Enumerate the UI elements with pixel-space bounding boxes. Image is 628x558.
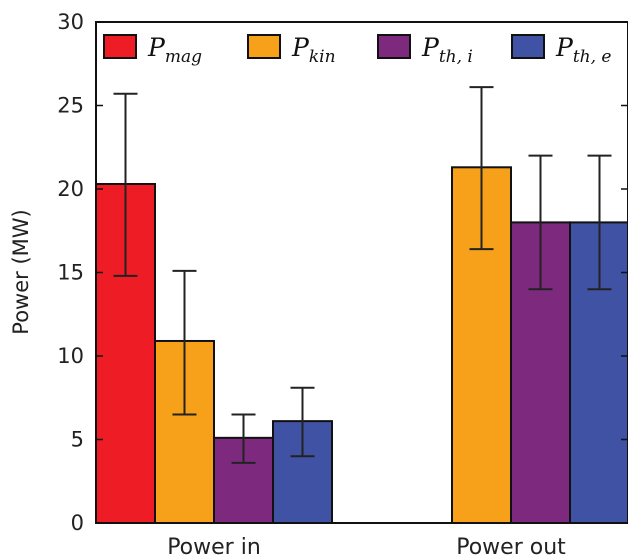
bars-layer [95,166,628,525]
legend-swatch-1 [247,34,281,59]
category-label-0: Power in [167,535,261,558]
y-tick-label-20: 20 [57,177,84,201]
error-bar-0-1 [172,269,197,416]
error-bar-1-2 [528,154,553,291]
legend-swatch-2 [377,34,411,59]
error-bars-layer [113,86,612,464]
y-tick-label-10: 10 [57,344,84,368]
legend-entry-0: Pmag [103,33,202,67]
legend-swatch-3 [511,34,545,59]
legend-label-2: Pth, i [421,33,473,67]
category-label-1: Power out [456,535,566,558]
y-tick-label-0: 0 [71,511,84,535]
legend-entry-2: Pth, i [377,33,473,67]
legend-label-3: Pth, e [555,33,611,67]
y-tick-label-25: 25 [57,94,84,118]
y-axis-label: Power (MW) [9,209,33,334]
error-bar-0-3 [290,386,315,458]
y-tick-label-30: 30 [57,10,84,34]
legend-entry-3: Pth, e [511,33,611,67]
legend-label-0: Pmag [147,33,202,67]
bar-power-in-series-3 [272,420,333,525]
error-bar-0-0 [113,92,138,277]
y-tick-label-15: 15 [57,261,84,285]
legend-swatch-0 [103,34,137,59]
category-labels-layer: Power in Power out [167,535,566,558]
legend-entry-1: Pkin [247,33,336,67]
legend-label-1: Pkin [291,33,336,67]
error-bar-1-3 [587,154,612,291]
legend: Pmag Pkin Pth, i Pth, e [103,33,611,67]
error-bar-1-1 [469,86,494,251]
y-ticks-layer: 0 5 10 15 20 25 30 [57,10,628,535]
y-tick-label-5: 5 [71,428,84,452]
error-bar-0-2 [231,413,256,464]
